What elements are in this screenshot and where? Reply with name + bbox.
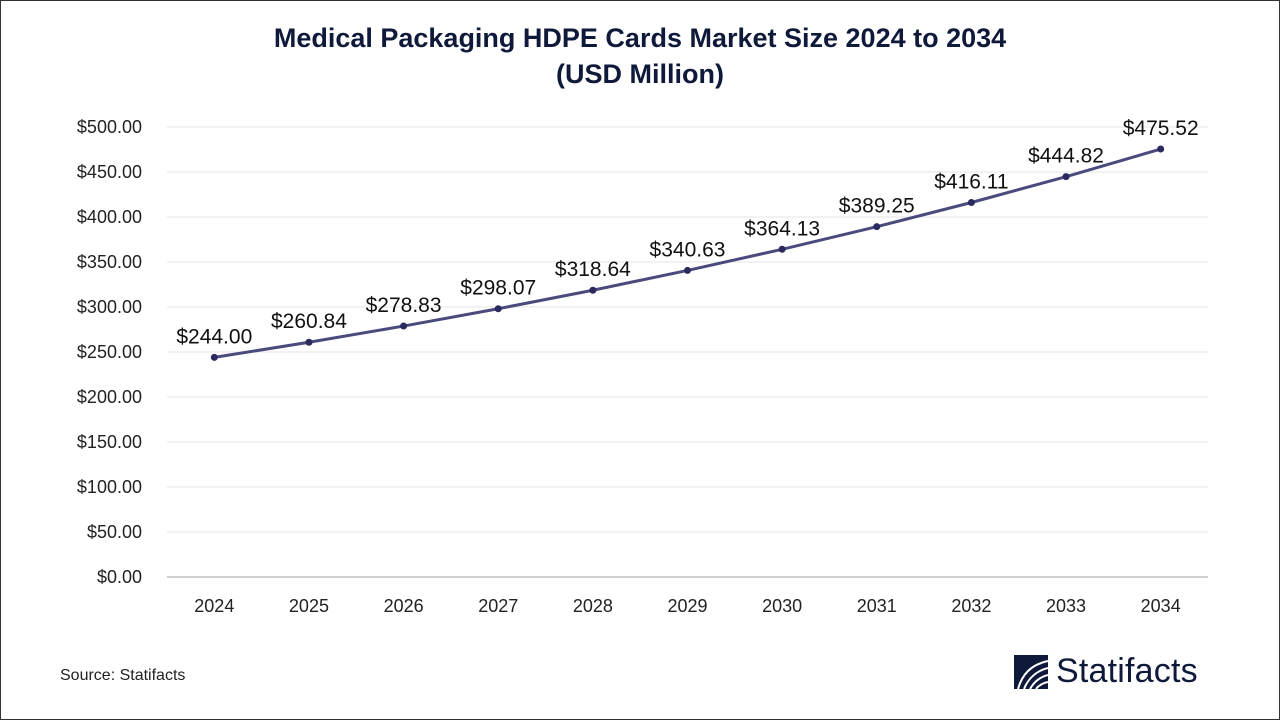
data-label: $364.13 [744,217,820,240]
data-point [400,322,408,330]
logo-text: Statifacts [1056,652,1198,690]
x-tick-label: 2024 [194,596,234,616]
chart-subtitle: (USD Million) [556,59,724,89]
y-tick-label: $100.00 [77,477,142,497]
y-tick-label: $350.00 [77,252,142,272]
source-note: Source: Statifacts [60,667,186,684]
data-label: $389.25 [839,195,915,218]
data-label: $340.63 [650,238,726,261]
x-tick-label: 2034 [1141,596,1181,616]
data-label: $298.07 [460,277,536,300]
y-tick-label: $150.00 [77,432,142,452]
data-label: $260.84 [271,310,347,333]
y-tick-label: $0.00 [97,567,142,587]
x-tick-label: 2025 [289,596,329,616]
data-label: $475.52 [1123,117,1199,140]
x-tick-label: 2031 [857,596,897,616]
data-label: $444.82 [1028,145,1104,168]
y-tick-label: $400.00 [77,207,142,227]
data-point [589,286,597,294]
y-tick-label: $250.00 [77,342,142,362]
statifacts-logo-icon [1014,654,1048,689]
data-label: $318.64 [555,258,631,281]
y-tick-label: $300.00 [77,297,142,317]
x-tick-label: 2030 [762,596,802,616]
chart-title: Medical Packaging HDPE Cards Market Size… [273,23,1007,53]
data-point [210,353,218,361]
data-point [305,338,313,346]
data-point [494,305,502,313]
y-tick-label: $200.00 [77,387,142,407]
x-tick-label: 2028 [573,596,613,616]
data-point [778,245,786,253]
data-point [684,266,691,274]
data-point [967,199,975,207]
data-label: $278.83 [366,294,442,317]
x-tick-label: 2033 [1046,596,1086,616]
x-tick-label: 2029 [667,596,707,616]
y-tick-label: $450.00 [77,162,142,182]
x-tick-label: 2027 [478,596,518,616]
x-tick-label: 2026 [384,596,424,616]
data-point [1062,173,1070,181]
y-tick-label: $500.00 [77,117,142,137]
y-tick-label: $50.00 [87,522,142,542]
statifacts-logo: Statifacts [1014,652,1198,691]
data-point [1157,145,1165,153]
x-tick-label: 2032 [951,596,991,616]
data-label: $416.11 [934,171,1008,194]
data-label: $244.00 [176,325,252,348]
data-point [873,223,881,231]
